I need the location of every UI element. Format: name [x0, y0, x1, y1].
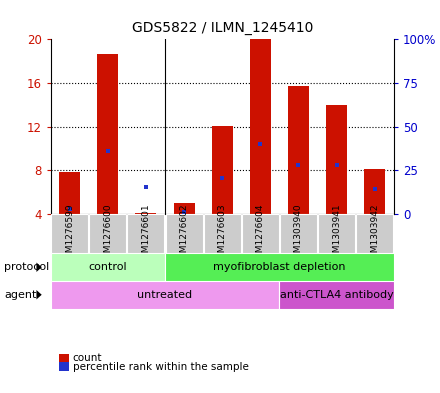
- Text: GSM1276601: GSM1276601: [141, 204, 150, 264]
- Bar: [318, 214, 355, 253]
- Bar: [89, 214, 126, 253]
- Bar: [326, 105, 347, 214]
- Bar: [51, 214, 88, 253]
- Text: agent: agent: [4, 290, 37, 300]
- Bar: [279, 281, 394, 309]
- Bar: [212, 126, 233, 214]
- Bar: [204, 214, 241, 253]
- Text: GSM1303940: GSM1303940: [294, 204, 303, 264]
- Bar: [97, 53, 118, 214]
- Text: GSM1276602: GSM1276602: [180, 204, 189, 264]
- Text: percentile rank within the sample: percentile rank within the sample: [73, 362, 249, 372]
- Bar: [288, 86, 309, 214]
- Bar: [356, 214, 393, 253]
- Bar: [165, 253, 394, 281]
- Text: control: control: [88, 262, 127, 272]
- Bar: [51, 281, 279, 309]
- Bar: [242, 214, 279, 253]
- Bar: [250, 39, 271, 214]
- Text: GSM1276599: GSM1276599: [65, 204, 74, 264]
- Bar: [128, 214, 165, 253]
- Text: count: count: [73, 353, 102, 363]
- Bar: [364, 169, 385, 214]
- Text: GSM1276604: GSM1276604: [256, 204, 265, 264]
- Title: GDS5822 / ILMN_1245410: GDS5822 / ILMN_1245410: [132, 22, 313, 35]
- Text: protocol: protocol: [4, 262, 50, 272]
- Text: untreated: untreated: [137, 290, 193, 300]
- Bar: [136, 213, 157, 214]
- Bar: [165, 214, 202, 253]
- Text: GSM1276603: GSM1276603: [218, 204, 227, 264]
- Text: GSM1303941: GSM1303941: [332, 204, 341, 264]
- Text: anti-CTLA4 antibody: anti-CTLA4 antibody: [280, 290, 393, 300]
- Text: GSM1276600: GSM1276600: [103, 204, 112, 264]
- Bar: [51, 253, 165, 281]
- Bar: [174, 203, 194, 214]
- Text: GSM1303942: GSM1303942: [370, 204, 379, 264]
- Bar: [280, 214, 317, 253]
- Text: myofibroblast depletion: myofibroblast depletion: [213, 262, 346, 272]
- Bar: [59, 172, 80, 214]
